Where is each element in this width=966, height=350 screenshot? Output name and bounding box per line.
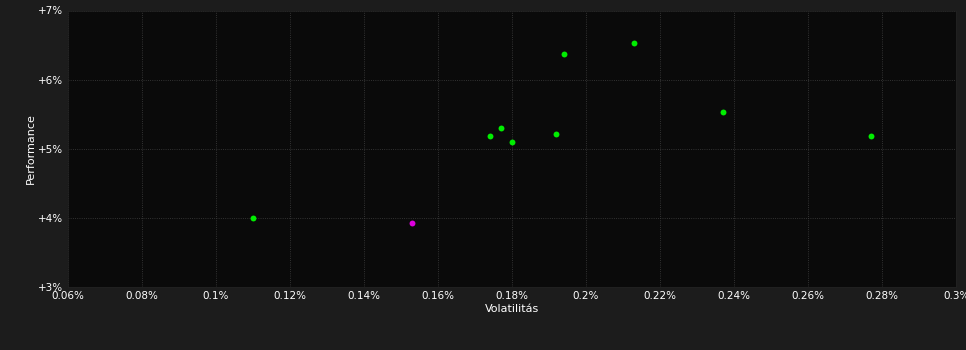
Point (864, 133, 879, 139)
Point (549, 131, 564, 136)
Point (494, 125, 509, 131)
Point (716, 109, 731, 115)
Y-axis label: Performance: Performance (25, 113, 36, 184)
Point (245, 215, 261, 221)
Point (627, 40, 642, 46)
Point (405, 220, 420, 226)
Point (556, 51, 572, 57)
X-axis label: Volatilitás: Volatilitás (485, 304, 539, 314)
Point (504, 139, 520, 145)
Point (482, 133, 497, 139)
